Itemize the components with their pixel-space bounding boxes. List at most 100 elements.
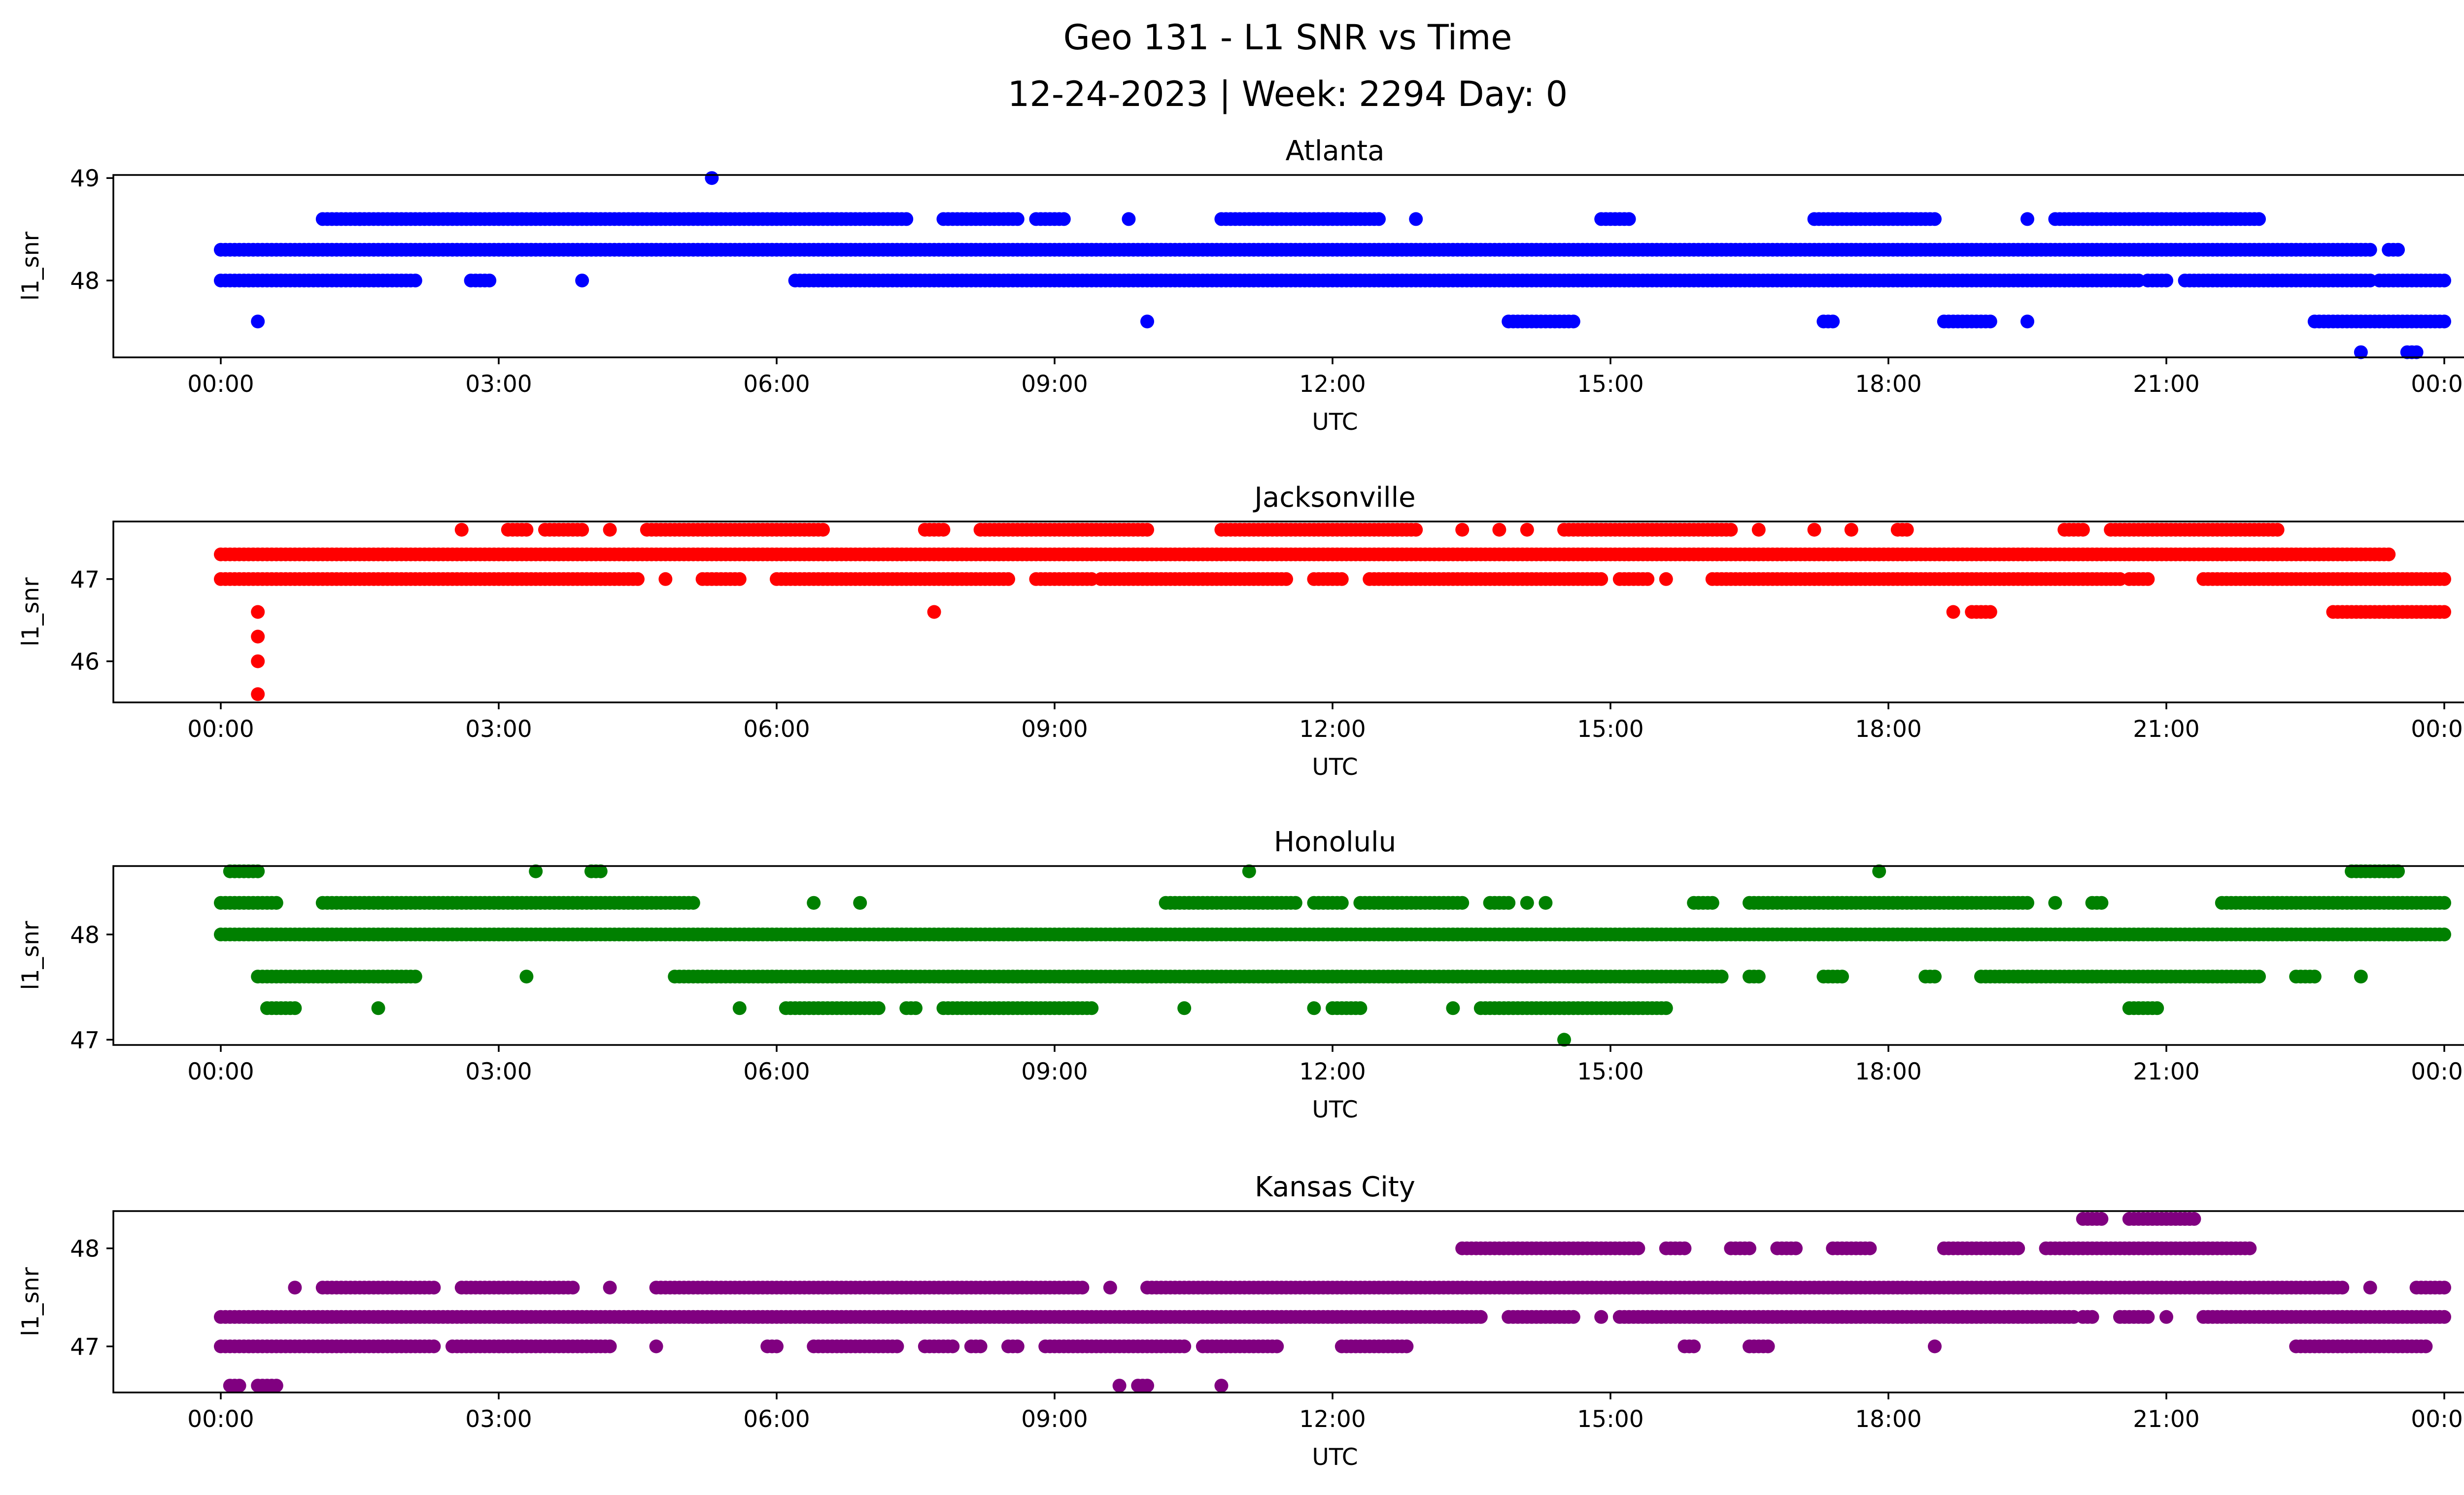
data-point xyxy=(2391,243,2405,257)
data-point xyxy=(2141,1310,2155,1324)
data-point xyxy=(2150,1001,2164,1015)
data-point xyxy=(1835,970,1849,984)
data-point xyxy=(2363,1281,2377,1295)
scatter-points xyxy=(214,864,2451,1047)
data-point xyxy=(1622,212,1636,226)
scatter-points xyxy=(214,1212,2451,1393)
data-point xyxy=(2141,572,2155,586)
data-point xyxy=(427,1281,441,1295)
data-point xyxy=(686,896,700,910)
data-point xyxy=(909,1001,923,1015)
x-tick-label: 00:00 xyxy=(2411,716,2464,743)
x-tick-label: 15:00 xyxy=(1577,1058,1643,1085)
data-point xyxy=(2437,314,2451,329)
figure-subtitle: 12-24-2023 | Week: 2294 Day: 0 xyxy=(1008,74,1568,114)
data-point xyxy=(2020,212,2034,226)
data-point xyxy=(1010,212,1025,226)
data-point xyxy=(1455,522,1470,537)
data-point xyxy=(1520,522,1534,537)
data-point xyxy=(1242,864,1256,878)
data-point xyxy=(1112,1379,1127,1393)
data-point xyxy=(1705,896,1719,910)
x-tick-label: 21:00 xyxy=(2133,1406,2199,1433)
data-point xyxy=(2252,212,2266,226)
data-point xyxy=(1520,896,1534,910)
data-point xyxy=(2085,1310,2099,1324)
data-point xyxy=(705,171,719,185)
x-tick-label: 18:00 xyxy=(1855,371,1921,398)
x-tick-label: 15:00 xyxy=(1577,1406,1643,1433)
data-point xyxy=(1946,605,1960,619)
data-point xyxy=(603,522,617,537)
x-tick-label: 15:00 xyxy=(1577,371,1643,398)
data-point xyxy=(2437,1310,2451,1324)
y-axis-label: l1_snr xyxy=(17,921,44,990)
data-point xyxy=(232,1379,246,1393)
x-tick-label: 12:00 xyxy=(1299,371,1366,398)
data-point xyxy=(1594,1310,1608,1324)
data-point xyxy=(251,864,265,878)
data-point xyxy=(2243,1241,2257,1255)
data-point xyxy=(1140,522,1154,537)
y-tick-label: 49 xyxy=(70,165,100,192)
data-point xyxy=(603,1281,617,1295)
data-point xyxy=(1826,314,1840,329)
data-point xyxy=(732,1001,747,1015)
data-point xyxy=(871,1001,886,1015)
data-point xyxy=(1983,314,1997,329)
data-point xyxy=(2437,605,2451,619)
data-point xyxy=(1455,896,1470,910)
x-tick-label: 09:00 xyxy=(1021,1058,1088,1085)
panel-title: Kansas City xyxy=(1255,1171,1415,1203)
data-point xyxy=(2409,345,2424,359)
plot-frame xyxy=(112,174,2464,358)
data-point xyxy=(1057,212,1071,226)
data-point xyxy=(1659,1001,1673,1015)
data-point xyxy=(2437,927,2451,941)
x-tick-label: 09:00 xyxy=(1021,1406,1088,1433)
data-point xyxy=(1492,522,1506,537)
data-point xyxy=(603,1339,617,1354)
data-point xyxy=(1687,1339,1701,1354)
data-point xyxy=(2419,1339,2433,1354)
data-point xyxy=(816,522,830,537)
data-point xyxy=(1566,1310,1580,1324)
data-point xyxy=(1103,1281,1117,1295)
data-point xyxy=(1214,1379,1229,1393)
data-point xyxy=(649,1339,663,1354)
data-point xyxy=(519,522,534,537)
data-point xyxy=(1288,896,1302,910)
data-point xyxy=(2048,896,2062,910)
data-point xyxy=(2437,274,2451,288)
data-point xyxy=(2270,522,2285,537)
y-tick-label: 47 xyxy=(70,1027,100,1054)
x-axis-label: UTC xyxy=(1312,1096,1358,1123)
x-tick-label: 00:00 xyxy=(187,1406,254,1433)
data-point xyxy=(1335,572,1349,586)
panel-title: Honolulu xyxy=(1274,826,1396,858)
y-tick-label: 46 xyxy=(70,649,100,676)
data-point xyxy=(1353,1001,1368,1015)
data-point xyxy=(1075,1281,1090,1295)
y-tick-label: 47 xyxy=(70,566,100,593)
data-point xyxy=(1751,522,1766,537)
panel-title: Atlanta xyxy=(1286,135,1385,167)
data-point xyxy=(1270,1339,1284,1354)
data-point xyxy=(1085,1001,1099,1015)
data-point xyxy=(454,522,469,537)
x-tick-label: 12:00 xyxy=(1299,1406,1366,1433)
x-tick-label: 03:00 xyxy=(465,716,532,743)
x-axis-label: UTC xyxy=(1312,1444,1358,1471)
data-point xyxy=(1307,1001,1321,1015)
data-point xyxy=(251,314,265,329)
data-point xyxy=(288,1001,302,1015)
x-tick-label: 00:00 xyxy=(2411,371,2464,398)
data-point xyxy=(1714,970,1729,984)
data-point xyxy=(1140,314,1154,329)
data-point xyxy=(1539,896,1553,910)
scatter-points xyxy=(214,171,2451,359)
data-point xyxy=(936,522,951,537)
data-point xyxy=(2354,345,2368,359)
data-point xyxy=(1807,522,1821,537)
